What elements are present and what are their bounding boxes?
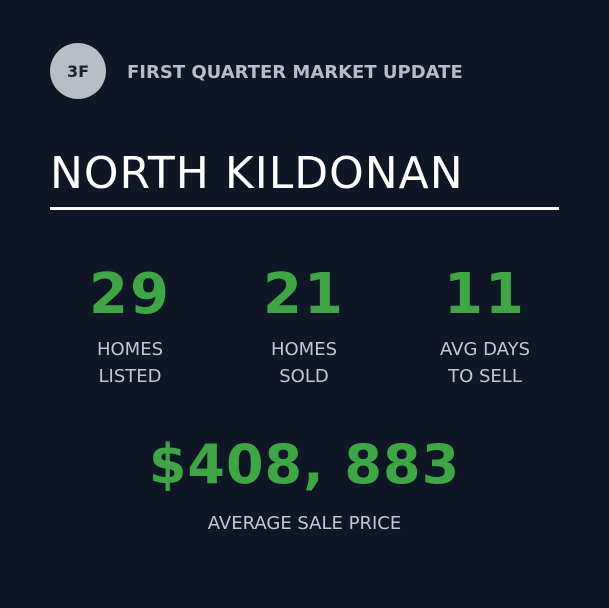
stat-homes-sold: 21 HOMES SOLD bbox=[214, 266, 394, 390]
average-sale-price-value: $408, 883 bbox=[148, 433, 461, 496]
stat-value: 11 bbox=[444, 262, 526, 327]
stat-homes-listed: 29 HOMES LISTED bbox=[40, 266, 220, 390]
stat-value: 29 bbox=[89, 262, 171, 327]
stat-label-line1: AVG DAYS bbox=[439, 339, 531, 360]
stat-label-line2: SOLD bbox=[279, 366, 329, 387]
stat-avg-days-to-sell: 11 AVG DAYS TO SELL bbox=[395, 266, 575, 390]
stat-label-line2: TO SELL bbox=[448, 366, 522, 387]
stat-label-line1: HOMES bbox=[96, 339, 164, 360]
logo-badge: 3F bbox=[50, 43, 106, 99]
stat-value: 21 bbox=[263, 262, 345, 327]
title-divider bbox=[50, 207, 559, 210]
report-subtitle: FIRST QUARTER MARKET UPDATE bbox=[127, 62, 463, 83]
stat-label-line2: LISTED bbox=[98, 366, 162, 387]
average-sale-price-label: AVERAGE SALE PRICE bbox=[207, 513, 402, 534]
stat-label-line1: HOMES bbox=[270, 339, 338, 360]
neighborhood-title: NORTH KILDONAN bbox=[50, 148, 464, 199]
